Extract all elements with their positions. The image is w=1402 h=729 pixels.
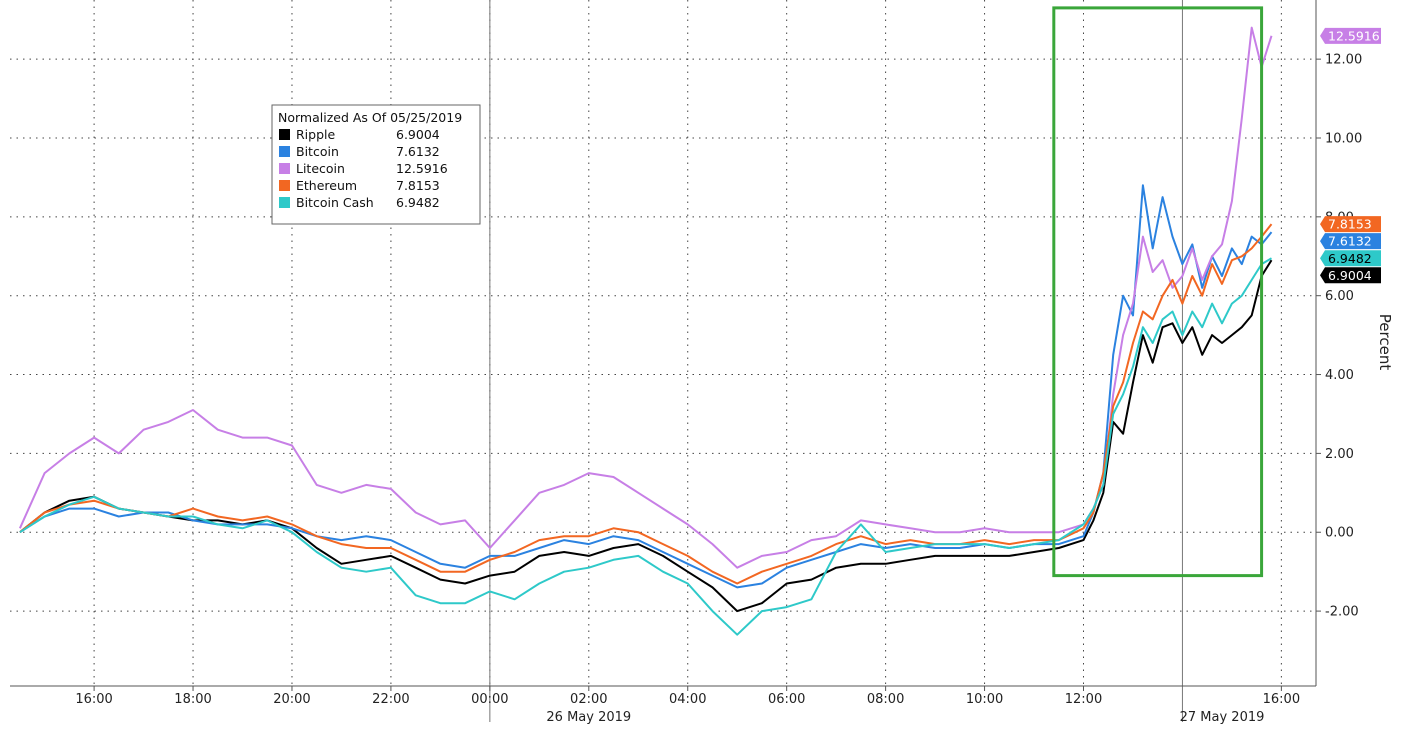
value-tag-litecoin: 12.5916 xyxy=(1320,27,1381,44)
y-tick-label: 2.00 xyxy=(1325,447,1354,462)
legend-swatch xyxy=(279,129,290,140)
x-tick-label: 16:00 xyxy=(1263,692,1300,707)
x-tick-label: 04:00 xyxy=(669,692,706,707)
series-line-litecoin xyxy=(18,26,1273,569)
value-tag-label: 6.9004 xyxy=(1328,268,1372,283)
legend-title: Normalized As Of 05/25/2019 xyxy=(278,110,462,125)
value-tag-label: 7.8153 xyxy=(1328,217,1372,232)
legend-swatch xyxy=(279,197,290,208)
highlight-box xyxy=(1052,6,1264,578)
gridlines xyxy=(10,0,1316,686)
y-axis-label: Percent xyxy=(1376,314,1394,371)
y-tick-label: 12.00 xyxy=(1325,53,1362,68)
legend-series-name: Bitcoin xyxy=(296,144,339,159)
y-tick-label: 10.00 xyxy=(1325,131,1362,146)
value-tag-bg xyxy=(1320,27,1381,44)
value-tag-label: 12.5916 xyxy=(1328,28,1380,43)
series-line-ripple xyxy=(19,259,1273,613)
legend-series-value: 7.6132 xyxy=(396,144,440,159)
x-tick-label: 00:00 xyxy=(471,692,508,707)
legend: Normalized As Of 05/25/2019 Ripple 6.9004… xyxy=(271,104,481,225)
legend-series-value: 7.8153 xyxy=(396,178,440,193)
legend-series-name: Litecoin xyxy=(296,161,345,176)
series-line-ethereum xyxy=(19,223,1273,585)
value-tag-bg xyxy=(1320,267,1381,284)
value-tag-bg xyxy=(1320,233,1381,250)
y-tick-label: 6.00 xyxy=(1325,289,1354,304)
legend-series-value: 12.5916 xyxy=(396,161,448,176)
x-tick-label: 20:00 xyxy=(273,692,310,707)
legend-item: Ethereum 7.8153 xyxy=(279,178,440,193)
value-tag-label: 6.9482 xyxy=(1328,251,1372,266)
date-label: 27 May 2019 xyxy=(1180,710,1265,725)
legend-items: Ripple 6.9004 Bitcoin 7.6132 Litecoin 12.5916… xyxy=(279,127,448,210)
legend-swatch xyxy=(279,146,290,157)
date-labels: 26 May 2019 27 May 2019 xyxy=(546,710,1264,725)
legend-swatch xyxy=(279,163,290,174)
series-line-bitcoin xyxy=(19,184,1273,589)
day-boundaries xyxy=(489,0,1183,722)
series-lines xyxy=(18,26,1273,636)
last-value-tags: 12.5916 7.8153 7.6132 6.9482 6.9004 xyxy=(1320,27,1381,284)
y-tick-label: 0.00 xyxy=(1325,526,1354,541)
legend-item: Bitcoin Cash 6.9482 xyxy=(279,195,440,210)
date-label: 26 May 2019 xyxy=(546,710,631,725)
x-tick-label: 06:00 xyxy=(768,692,805,707)
axes xyxy=(10,0,1317,687)
value-tag-bg xyxy=(1320,250,1381,267)
x-tick-label: 12:00 xyxy=(1065,692,1102,707)
x-tick-label: 22:00 xyxy=(372,692,409,707)
y-tick-label: -2.00 xyxy=(1325,605,1359,620)
value-tag-bitcoin: 7.6132 xyxy=(1320,233,1381,250)
x-tick-label: 16:00 xyxy=(75,692,112,707)
series-line-bitcoin-cash xyxy=(19,257,1273,636)
value-tag-bg xyxy=(1320,216,1381,233)
x-tick-label: 10:00 xyxy=(966,692,1003,707)
legend-series-name: Bitcoin Cash xyxy=(296,195,374,210)
legend-swatch xyxy=(279,180,290,191)
value-tag-bitcoin-cash: 6.9482 xyxy=(1320,250,1381,267)
x-tick-label: 08:00 xyxy=(867,692,904,707)
x-tick-label: 02:00 xyxy=(570,692,607,707)
legend-series-value: 6.9004 xyxy=(396,127,440,142)
x-tick-label: 18:00 xyxy=(174,692,211,707)
legend-series-name: Ripple xyxy=(296,127,336,142)
legend-box xyxy=(271,104,481,225)
legend-item: Ripple 6.9004 xyxy=(279,127,440,142)
y-tick-label: 4.00 xyxy=(1325,368,1354,383)
value-tag-label: 7.6132 xyxy=(1328,234,1372,249)
value-tag-ripple: 6.9004 xyxy=(1320,267,1381,284)
legend-series-value: 6.9482 xyxy=(396,195,440,210)
legend-item: Litecoin 12.5916 xyxy=(279,161,448,176)
legend-series-name: Ethereum xyxy=(296,178,357,193)
x-tick-labels: 16:00 18:00 20:00 22:00 00:00 02:00 04:00 06:00… xyxy=(75,686,1300,707)
value-tag-ethereum: 7.8153 xyxy=(1320,216,1381,233)
legend-item: Bitcoin 7.6132 xyxy=(279,144,440,159)
